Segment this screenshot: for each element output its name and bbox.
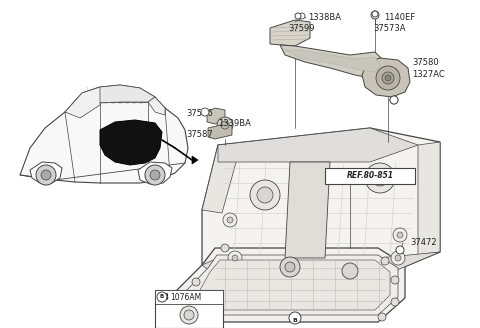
Circle shape [36,165,56,185]
Circle shape [393,228,407,242]
Polygon shape [285,50,380,72]
Circle shape [184,310,194,320]
Circle shape [206,313,214,321]
Text: B: B [293,318,298,322]
Circle shape [391,276,399,284]
Polygon shape [362,58,410,97]
Circle shape [150,170,160,180]
Circle shape [227,217,233,223]
Circle shape [41,170,51,180]
Circle shape [381,257,389,265]
Polygon shape [418,142,440,255]
Circle shape [280,257,300,277]
Text: 37580: 37580 [412,58,439,67]
Polygon shape [192,156,198,164]
Circle shape [391,298,399,306]
Text: 1140EF: 1140EF [384,13,415,22]
Bar [325,168,415,184]
Circle shape [371,11,379,19]
Circle shape [145,165,165,185]
Circle shape [217,117,233,133]
Polygon shape [202,145,240,213]
Circle shape [376,66,400,90]
Polygon shape [285,162,330,258]
Polygon shape [100,120,162,165]
Text: 1327AC: 1327AC [412,70,445,79]
Circle shape [232,255,238,261]
Polygon shape [207,108,225,124]
Text: 37587: 37587 [186,130,213,139]
Text: 37472: 37472 [410,238,437,247]
Circle shape [378,313,386,321]
Polygon shape [138,162,172,184]
Text: 1338BA: 1338BA [308,13,341,22]
Circle shape [342,263,358,279]
Circle shape [385,75,391,81]
Polygon shape [185,255,398,315]
Circle shape [285,262,295,272]
Polygon shape [148,97,165,115]
Circle shape [391,251,405,265]
Circle shape [157,292,167,302]
Circle shape [396,246,404,254]
Polygon shape [200,260,390,310]
Polygon shape [202,128,440,278]
Circle shape [299,13,305,19]
Text: 1339BA: 1339BA [218,119,251,128]
Circle shape [382,72,394,84]
Circle shape [397,232,403,238]
Circle shape [221,244,229,252]
Polygon shape [65,85,165,112]
Circle shape [201,108,209,116]
Circle shape [372,11,378,17]
Circle shape [295,13,301,19]
Circle shape [390,96,398,104]
Polygon shape [202,252,440,278]
Polygon shape [280,45,385,78]
Text: 37573A: 37573A [373,24,406,33]
Text: REF.80-851: REF.80-851 [347,172,394,180]
Circle shape [372,170,388,186]
Polygon shape [218,128,418,162]
Circle shape [250,180,280,210]
Circle shape [257,187,273,203]
Text: 1076AM: 1076AM [170,293,201,301]
Polygon shape [175,248,405,322]
Circle shape [180,306,198,324]
Polygon shape [30,162,62,183]
Polygon shape [270,20,310,46]
Text: B: B [160,295,164,299]
Text: 37586: 37586 [186,109,213,118]
Circle shape [390,96,398,104]
Polygon shape [20,102,188,183]
Circle shape [192,278,200,286]
Bar [155,290,223,328]
Bar [155,290,223,304]
Text: B: B [162,293,168,301]
Polygon shape [208,124,232,139]
Circle shape [221,121,229,129]
Text: 37599: 37599 [288,24,314,33]
Circle shape [365,163,395,193]
Circle shape [289,312,301,324]
Polygon shape [65,85,155,112]
Circle shape [192,301,200,309]
Polygon shape [65,87,100,118]
Circle shape [228,251,242,265]
Circle shape [395,255,401,261]
Circle shape [223,213,237,227]
